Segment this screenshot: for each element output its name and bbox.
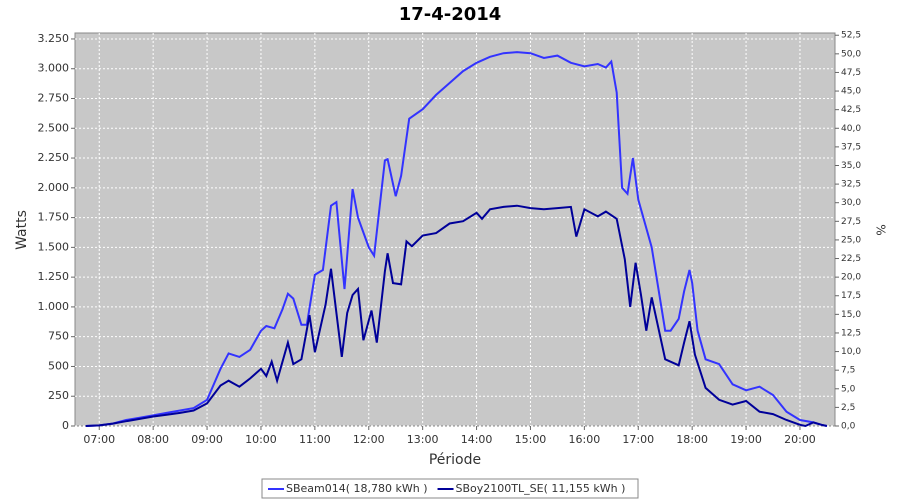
legend-label: SBeam014( 18,780 kWh )	[286, 482, 428, 495]
x-tick-label: 09:00	[191, 433, 223, 446]
y-tick-label: 2.000	[38, 181, 70, 194]
y2-tick-label: 20,0	[841, 273, 861, 283]
x-axis-label: Période	[429, 452, 481, 468]
y2-tick-label: 27,5	[841, 217, 861, 227]
y-axis-label: Watts	[14, 210, 30, 250]
y2-tick-label: 25,0	[841, 235, 861, 245]
y2-tick-label: 45,0	[841, 87, 861, 97]
y2-tick-label: 35,0	[841, 161, 861, 171]
x-tick-label: 16:00	[569, 433, 601, 446]
x-tick-label: 10:00	[245, 433, 277, 446]
y2-tick-label: 50,0	[841, 49, 861, 59]
y2-tick-label: 52,5	[841, 31, 861, 41]
x-tick-label: 13:00	[407, 433, 439, 446]
y-tick-label: 3.250	[38, 32, 70, 45]
y2-tick-label: 5,0	[841, 384, 856, 394]
x-tick-label: 11:00	[299, 433, 331, 446]
y2-tick-label: 47,5	[841, 68, 861, 78]
y-tick-label: 3.000	[38, 62, 70, 75]
y2-tick-label: 2,5	[841, 403, 855, 413]
x-tick-label: 15:00	[515, 433, 547, 446]
x-tick-label: 08:00	[137, 433, 169, 446]
x-tick-label: 18:00	[676, 433, 708, 446]
x-tick-label: 12:00	[353, 433, 385, 446]
y-tick-label: 2.750	[38, 92, 70, 105]
y-tick-label: 1.500	[38, 240, 70, 253]
y-tick-label: 1.750	[38, 211, 70, 224]
legend-label: SBoy2100TL_SE( 11,155 kWh )	[456, 482, 626, 495]
series-line	[85, 204, 828, 428]
y-tick-label: 1.250	[38, 270, 70, 283]
y2-tick-label: 10,0	[841, 347, 861, 357]
y-tick-label: 1.000	[38, 300, 70, 313]
y2-axis-label: %	[874, 224, 888, 235]
x-tick-label: 14:00	[461, 433, 493, 446]
y2-tick-label: 22,5	[841, 254, 861, 264]
x-tick-label: 07:00	[83, 433, 115, 446]
y-tick-label: 2.250	[38, 151, 70, 164]
y2-tick-label: 37,5	[841, 142, 861, 152]
y2-tick-label: 42,5	[841, 105, 861, 115]
y-tick-label: 500	[48, 359, 69, 372]
y2-tick-label: 15,0	[841, 310, 861, 320]
chart-title: 17-4-2014	[399, 4, 502, 25]
x-tick-label: 20:00	[784, 433, 816, 446]
y-tick-label: 250	[48, 389, 69, 402]
x-tick-label: 19:00	[730, 433, 762, 446]
y2-tick-label: 32,5	[841, 180, 861, 190]
series-line	[85, 51, 828, 427]
y2-tick-label: 0,0	[841, 422, 856, 432]
y2-tick-label: 30,0	[841, 198, 861, 208]
y-tick-label: 0	[62, 419, 69, 432]
y2-tick-label: 40,0	[841, 124, 861, 134]
y-tick-label: 2.500	[38, 121, 70, 134]
y-tick-label: 750	[48, 330, 69, 343]
x-tick-label: 17:00	[622, 433, 654, 446]
y2-tick-label: 12,5	[841, 328, 861, 338]
y2-tick-label: 17,5	[841, 291, 861, 301]
y2-tick-label: 7,5	[841, 366, 855, 376]
